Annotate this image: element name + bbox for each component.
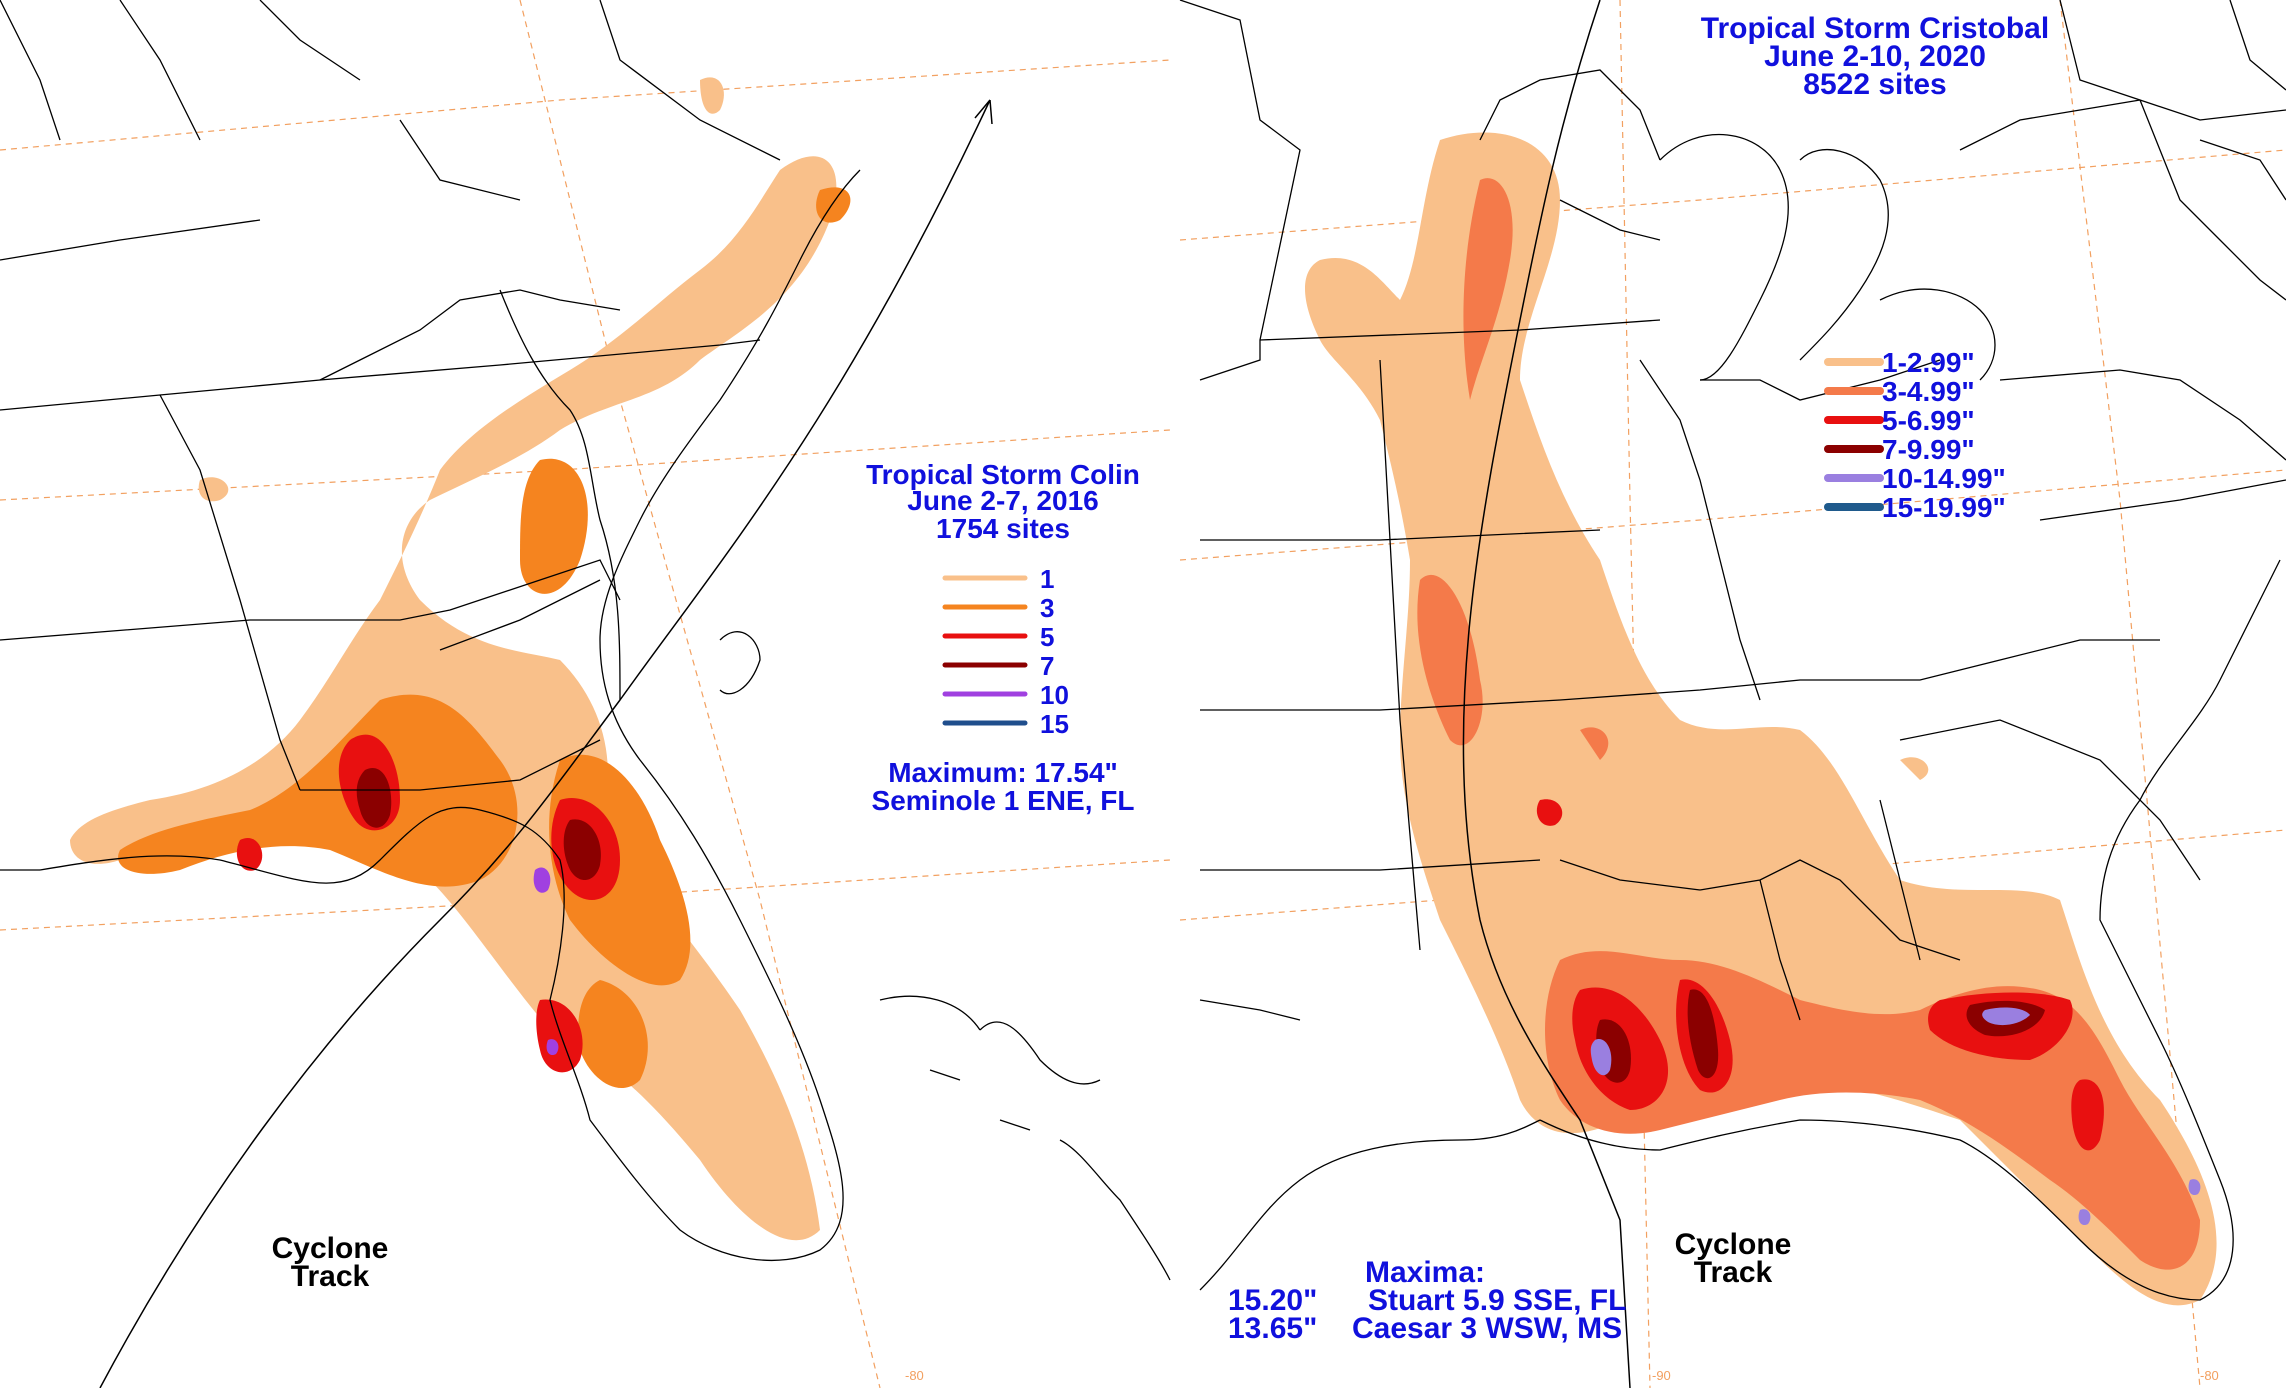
left-legend-label-2: 5 [1040, 622, 1054, 652]
right-legend-label-1: 3-4.99" [1882, 376, 1975, 407]
left-rainfall-7in [356, 768, 601, 880]
right-map [1179, 0, 2286, 1388]
right-legend-label-0: 1-2.99" [1882, 347, 1975, 378]
right-track-label-1: Cyclone [1675, 1228, 1792, 1261]
left-sites: 1754 sites [936, 513, 1070, 544]
left-maximum-block: Maximum: 17.54" Seminole 1 ENE, FL [872, 757, 1135, 816]
left-track-label-2: Track [291, 1260, 370, 1293]
left-cyclone-track[interactable] [99, 99, 993, 1388]
right-boundaries [1179, 0, 2286, 1301]
right-track-label: Cyclone Track [1675, 1228, 1792, 1289]
right-maxima-block: Maxima: 15.20" Stuart 5.9 SSE, FL 13.65"… [1228, 1256, 1626, 1345]
left-dates: June 2-7, 2016 [907, 485, 1098, 516]
right-sites: 8522 sites [1803, 68, 1946, 101]
left-legend-label-3: 7 [1040, 651, 1054, 681]
right-maxima-location-2: Caesar 3 WSW, MS [1352, 1312, 1622, 1345]
left-legend-label-0: 1 [1040, 564, 1054, 594]
right-cyclone-track[interactable] [1462, 0, 1631, 1388]
left-legend-label-5: 15 [1040, 709, 1069, 739]
right-tick-label: -90 [1652, 1368, 1671, 1383]
right-tick-label-2: -80 [2200, 1368, 2219, 1383]
left-legend-label-4: 10 [1040, 680, 1069, 710]
left-boundaries [0, 0, 1171, 1281]
right-dates: June 2-10, 2020 [1764, 40, 1986, 73]
left-rainfall-10in [533, 867, 559, 1056]
left-graticule [0, 0, 1171, 1388]
right-legend-label-3: 7-9.99" [1882, 434, 1975, 465]
right-title: Tropical Storm Cristobal [1701, 12, 2049, 45]
left-map [0, 0, 1171, 1388]
right-maxima-location-1: Stuart 5.9 SSE, FL [1368, 1284, 1626, 1317]
right-maxima-value-2: 13.65" [1228, 1312, 1317, 1345]
left-maximum-location: Seminole 1 ENE, FL [872, 785, 1135, 816]
right-maxima-value-1: 15.20" [1228, 1284, 1317, 1317]
right-track-label-2: Track [1694, 1256, 1773, 1289]
left-tick-label: -80 [905, 1368, 924, 1383]
right-title-block: Tropical Storm Cristobal June 2-10, 2020… [1701, 12, 2049, 101]
right-legend-label-2: 5-6.99" [1882, 405, 1975, 436]
right-rainfall-10in [1590, 1007, 2201, 1226]
right-legend-label-4: 10-14.99" [1882, 463, 2006, 494]
left-track-label: Cyclone Track [272, 1232, 389, 1293]
right-legend-label-5: 15-19.99" [1882, 492, 2006, 523]
left-title: Tropical Storm Colin [866, 459, 1140, 490]
left-maximum-value: Maximum: 17.54" [888, 757, 1118, 788]
left-title-block: Tropical Storm Colin June 2-7, 2016 1754… [866, 459, 1140, 544]
left-legend-label-1: 3 [1040, 593, 1054, 623]
right-maxima-title: Maxima: [1365, 1256, 1485, 1289]
right-legend: 1-2.99"3-4.99"5-6.99"7-9.99"10-14.99"15-… [1824, 347, 2006, 523]
left-track-label-1: Cyclone [272, 1232, 389, 1265]
